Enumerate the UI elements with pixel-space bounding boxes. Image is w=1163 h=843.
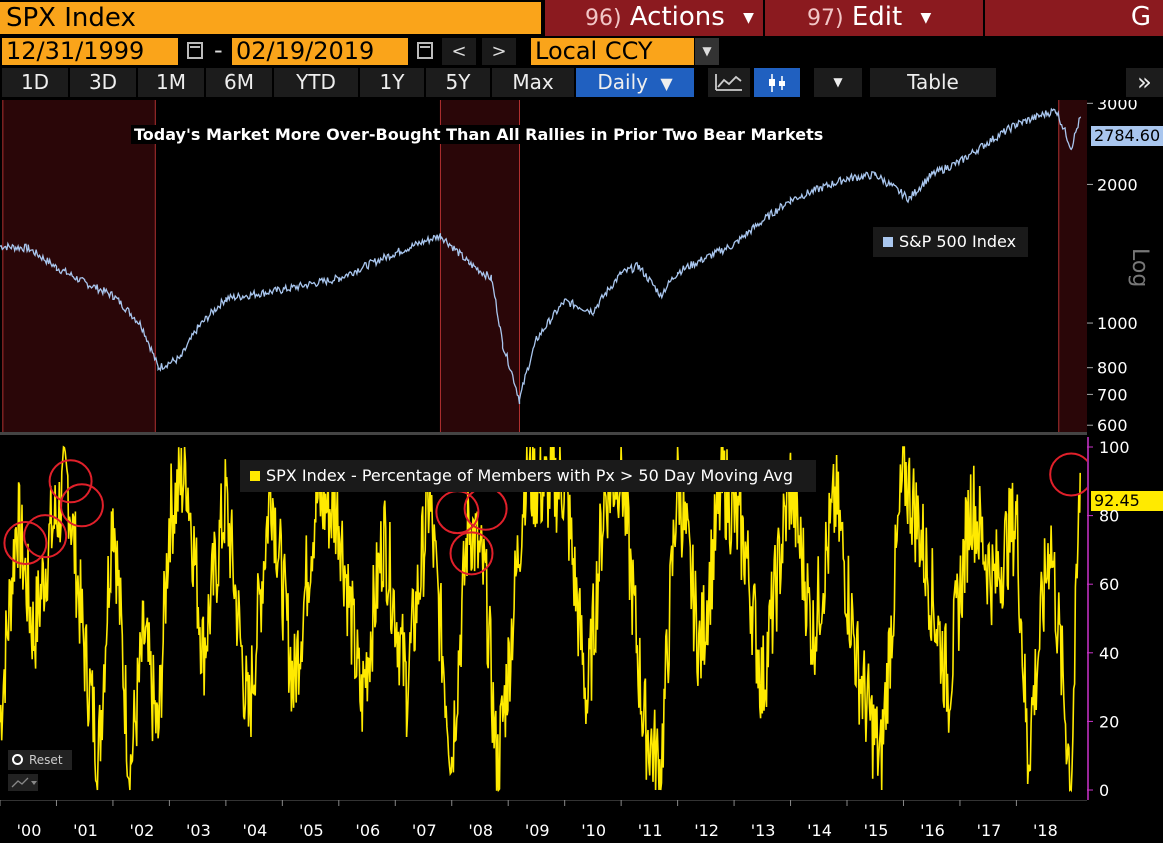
tab-max[interactable]: Max (492, 68, 574, 97)
overbought-circle (48, 459, 93, 504)
tab-1y[interactable]: 1Y (360, 68, 424, 97)
upper-y-axis: 3000 2000 1000 800 700 600 (1087, 100, 1138, 432)
breadth-series-line (0, 445, 1081, 793)
x-tick-label: '04 (242, 821, 267, 840)
tab-ytd[interactable]: YTD (274, 68, 358, 97)
currency-select[interactable]: Local CCY (531, 38, 694, 65)
spx-price-chart[interactable] (0, 100, 1087, 432)
caret-down-icon: ▼ (920, 9, 932, 26)
date-separator: - (214, 36, 223, 64)
x-tick-label: '00 (17, 821, 42, 840)
overbought-circle (435, 490, 480, 535)
x-tick-label: '03 (186, 821, 211, 840)
tab-1d[interactable]: 1D (2, 68, 68, 97)
edit-label: Edit (851, 2, 903, 32)
breadth-chart[interactable] (0, 437, 1087, 800)
overbought-circle (449, 531, 494, 576)
y-tick-label: 700 (1097, 385, 1128, 404)
next-range-button[interactable]: > (482, 38, 516, 65)
x-tick-label: '02 (130, 821, 155, 840)
overbought-circle (463, 486, 508, 531)
period-select[interactable]: Daily ▼ (576, 68, 694, 97)
chart-type-icon[interactable] (8, 774, 38, 791)
prev-range-button[interactable]: < (442, 38, 476, 65)
y-tick-label: 60 (1099, 575, 1119, 594)
x-tick-label: '15 (864, 821, 889, 840)
x-tick-label: '09 (525, 821, 550, 840)
calendar-icon[interactable] (417, 42, 433, 59)
x-tick-label: '06 (355, 821, 380, 840)
y-tick-label: 40 (1099, 644, 1119, 663)
x-tick-label: '16 (920, 821, 945, 840)
caret-down-icon: ▼ (743, 9, 754, 26)
y-tick-label: 0 (1099, 781, 1109, 800)
y-tick-label: 80 (1099, 507, 1119, 526)
x-tick-label: '08 (468, 821, 493, 840)
y-tick-label: 100 (1099, 438, 1130, 457)
y-tick-label: 600 (1097, 416, 1128, 432)
panel-divider[interactable] (0, 432, 1087, 435)
overbought-circle (59, 483, 104, 528)
candlestick-icon[interactable] (754, 68, 800, 97)
overbought-circle (3, 521, 48, 566)
y-tick-label: 800 (1097, 359, 1128, 378)
edit-shortcut: 97) (807, 6, 844, 31)
currency-dropdown-icon[interactable]: ▼ (695, 38, 719, 65)
y-tick-label: 20 (1099, 712, 1119, 731)
chart-title: Today's Market More Over-Bought Than All… (131, 125, 827, 144)
table-button[interactable]: Table (870, 68, 996, 97)
calendar-icon[interactable] (187, 42, 203, 59)
legend-swatch (250, 471, 260, 481)
spx-series-line (0, 107, 1081, 405)
x-tick-label: '10 (581, 821, 606, 840)
tab-6m[interactable]: 6M (206, 68, 272, 97)
overbought-circle (23, 514, 68, 559)
edit-menu-button[interactable]: 97) Edit ▼ (763, 0, 983, 36)
x-tick-label: '18 (1033, 821, 1058, 840)
breadth-last-value: 92.45 (1091, 491, 1163, 511)
bear-market-shade (2, 100, 156, 432)
reset-button[interactable]: Reset (8, 750, 72, 770)
reset-label: Reset (29, 753, 63, 767)
spx-legend: S&P 500 Index (873, 227, 1028, 257)
tab-3d[interactable]: 3D (70, 68, 136, 97)
period-label: Daily (597, 70, 648, 94)
end-date-input[interactable]: 02/19/2019 (232, 38, 408, 65)
breadth-legend-label: SPX Index - Percentage of Members with P… (266, 466, 794, 485)
x-tick-label: '14 (807, 821, 832, 840)
line-chart-icon[interactable] (708, 68, 750, 97)
legend-swatch (883, 237, 893, 247)
actions-label: Actions (629, 2, 725, 32)
breadth-legend: SPX Index - Percentage of Members with P… (240, 460, 816, 492)
reset-icon (12, 754, 23, 765)
x-tick-label: '12 (694, 821, 719, 840)
y-tick-label: 3000 (1097, 100, 1138, 113)
x-tick-label: '01 (73, 821, 98, 840)
more-button[interactable]: » (1126, 68, 1163, 97)
x-tick-label: '11 (638, 821, 663, 840)
g-button[interactable]: G (983, 0, 1163, 36)
overbought-circle (1049, 452, 1087, 497)
g-label: G (1130, 2, 1151, 32)
x-tick-label: '07 (412, 821, 437, 840)
spx-legend-label: S&P 500 Index (899, 232, 1017, 251)
y-tick-label: 1000 (1097, 314, 1138, 333)
bear-market-shade (1058, 100, 1087, 432)
start-date-input[interactable]: 12/31/1999 (2, 38, 178, 65)
chart-options-dropdown[interactable]: ▼ (814, 68, 862, 97)
x-tick-label: '13 (751, 821, 776, 840)
bear-market-shade (440, 100, 520, 432)
y-tick-label: 2000 (1097, 175, 1138, 194)
x-tick-label: '05 (299, 821, 324, 840)
actions-menu-button[interactable]: 96) Actions ▼ (543, 0, 763, 36)
actions-shortcut: 96) (585, 6, 622, 31)
x-tick-label: '17 (977, 821, 1002, 840)
ticker-field[interactable]: SPX Index (0, 2, 541, 34)
lower-y-axis: 100 80 60 40 20 0 (1087, 437, 1130, 800)
x-axis: '00 '01 '02 '03 '04 '05 '06 '07 '08 '09 '10 '11 '12 '… (0, 800, 1087, 840)
tab-1m[interactable]: 1M (138, 68, 204, 97)
caret-down-icon: ▼ (660, 74, 673, 93)
spx-last-value: 2784.60 (1091, 126, 1163, 146)
tab-5y[interactable]: 5Y (426, 68, 490, 97)
